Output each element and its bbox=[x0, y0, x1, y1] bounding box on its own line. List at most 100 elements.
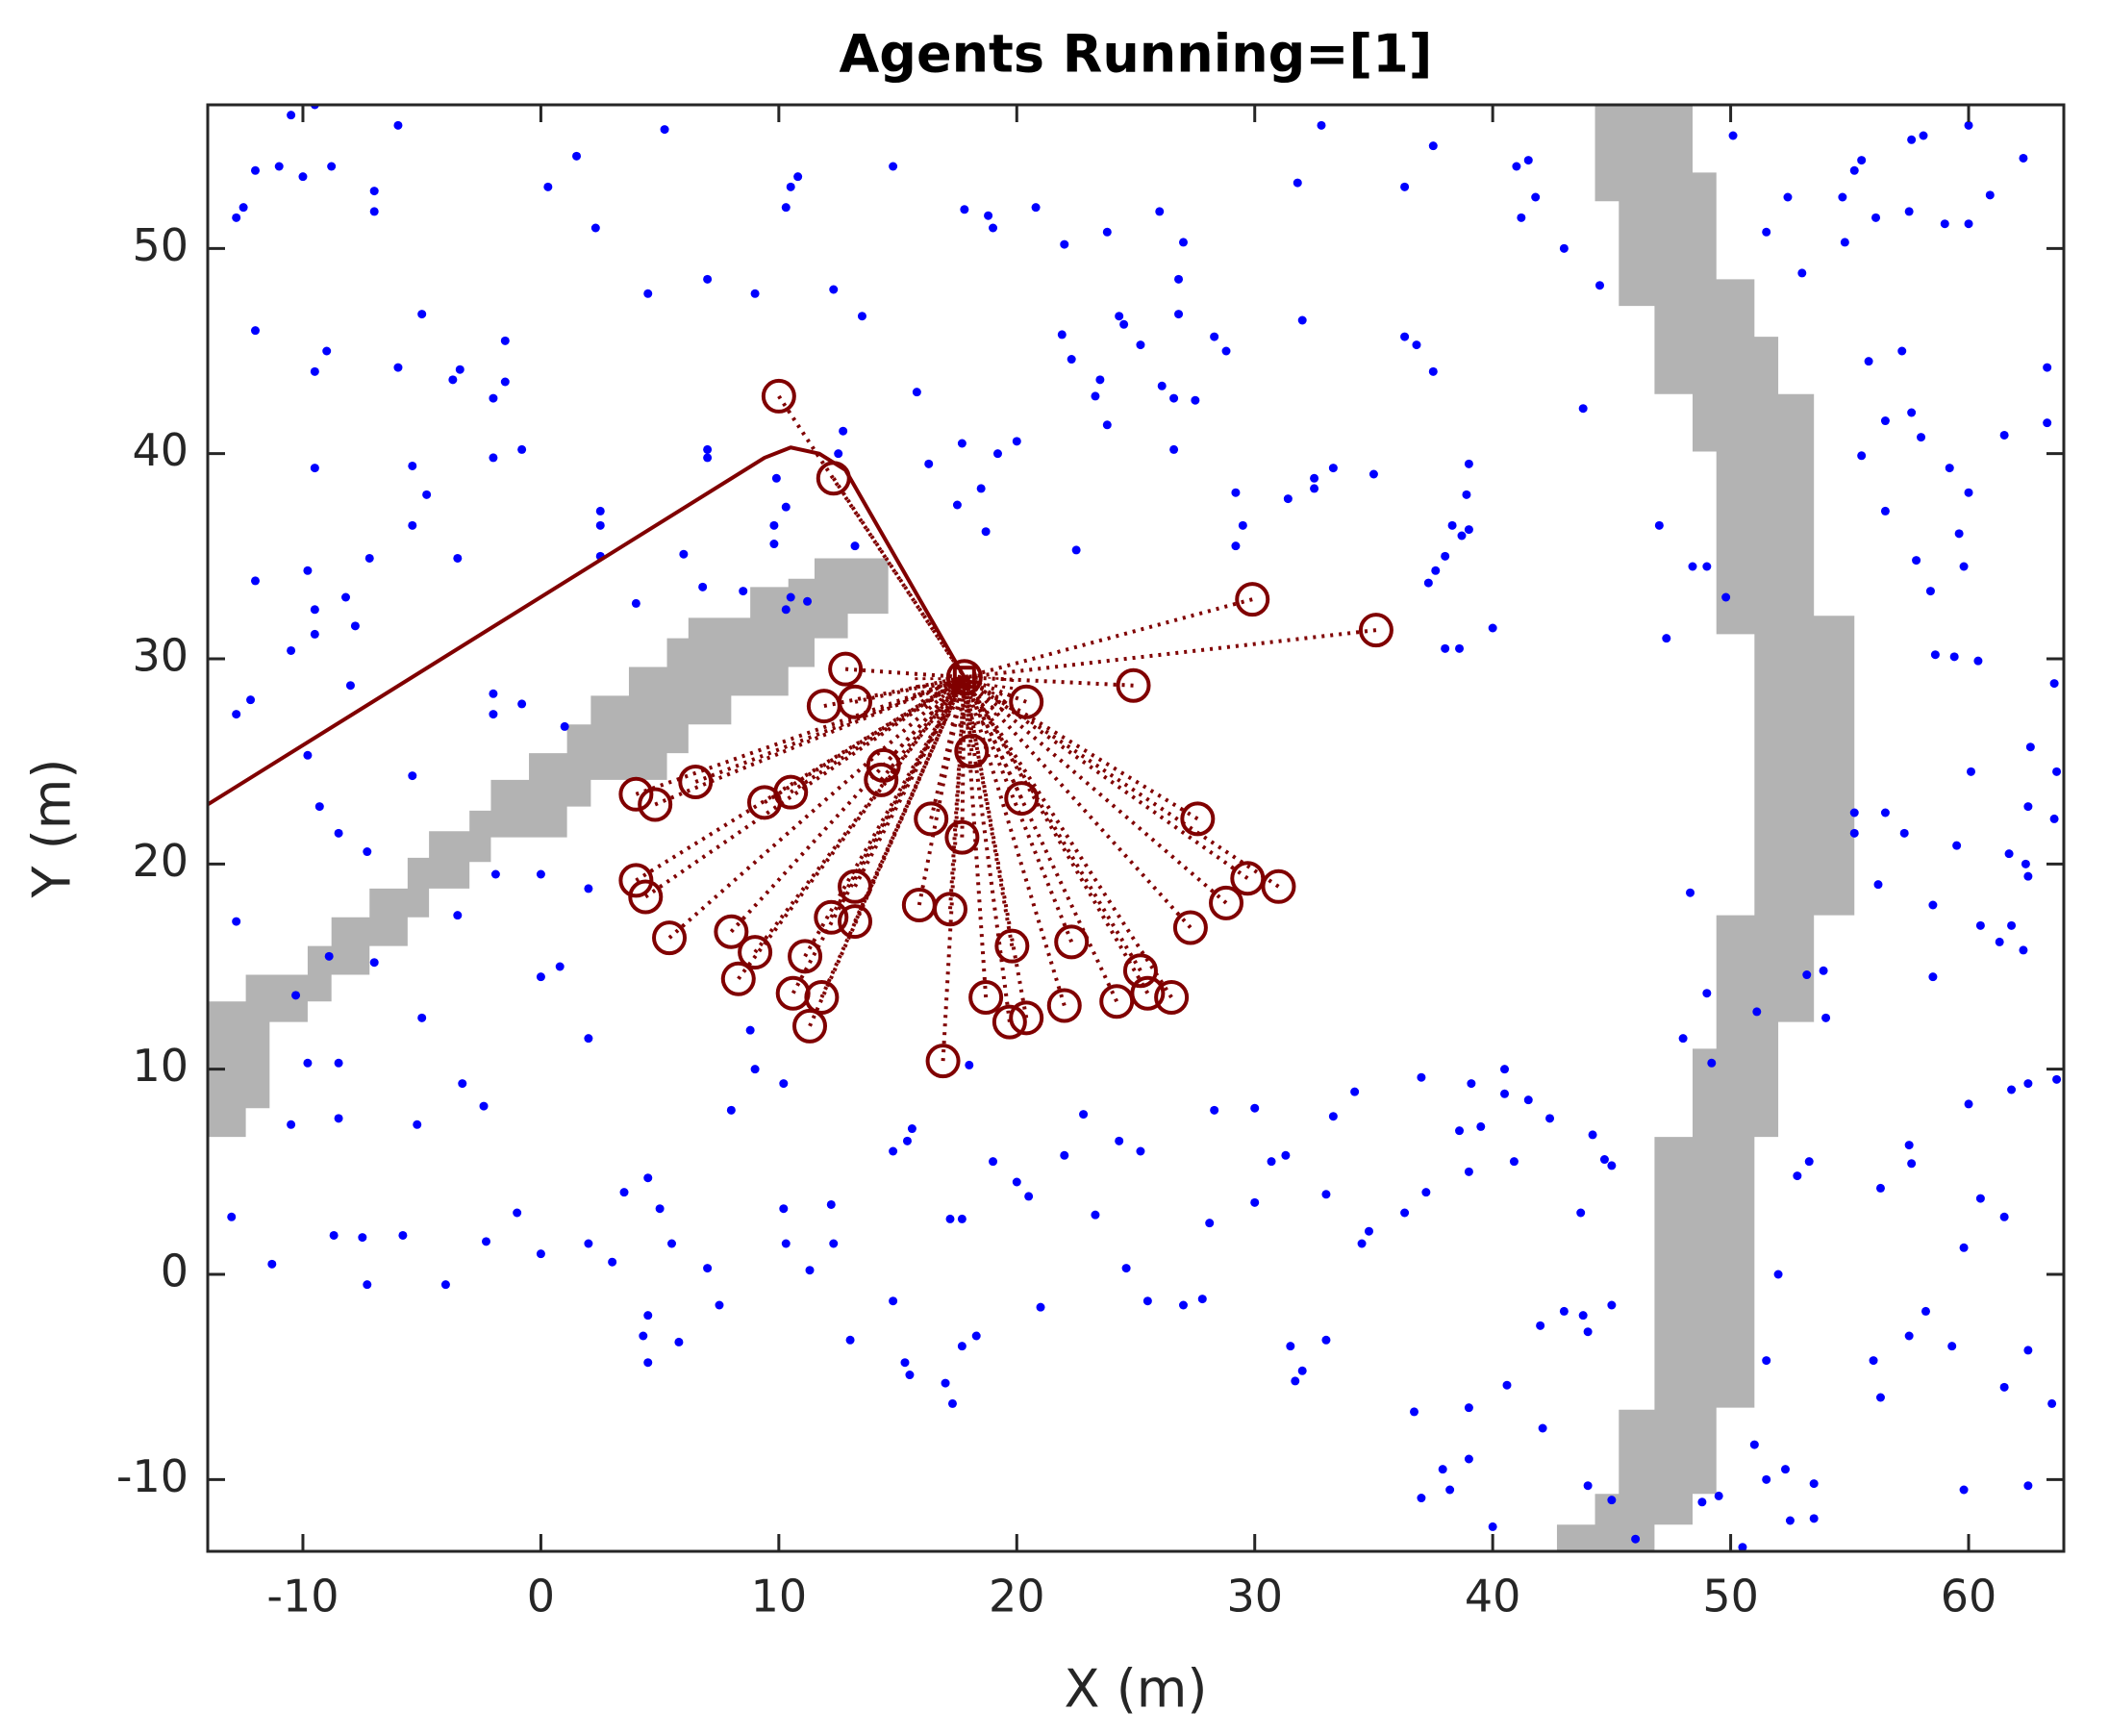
point bbox=[2023, 802, 2033, 812]
point bbox=[1904, 1141, 1914, 1150]
point bbox=[1512, 162, 1521, 171]
point bbox=[655, 1204, 665, 1214]
point bbox=[1964, 120, 1973, 130]
point bbox=[1849, 165, 1859, 175]
point bbox=[2023, 871, 2033, 881]
target bbox=[828, 651, 864, 687]
point bbox=[482, 1237, 490, 1246]
point bbox=[1959, 1243, 1969, 1252]
point bbox=[1607, 1496, 1617, 1505]
point bbox=[1119, 319, 1129, 329]
point bbox=[298, 172, 308, 182]
point bbox=[584, 1034, 593, 1044]
point bbox=[1012, 1177, 1021, 1187]
point bbox=[489, 710, 498, 719]
point bbox=[905, 1371, 915, 1380]
assignment-line bbox=[635, 675, 966, 796]
point bbox=[1654, 520, 1664, 530]
point bbox=[393, 120, 403, 130]
point bbox=[945, 1214, 955, 1223]
point bbox=[726, 1105, 736, 1115]
point bbox=[458, 1079, 467, 1089]
target bbox=[618, 863, 654, 898]
point bbox=[250, 576, 260, 586]
point bbox=[2023, 1346, 2033, 1355]
point bbox=[291, 991, 301, 1000]
point bbox=[417, 1013, 427, 1022]
agent-ring bbox=[945, 659, 983, 696]
point bbox=[1441, 551, 1450, 561]
point bbox=[857, 312, 866, 321]
target bbox=[638, 787, 673, 822]
point bbox=[1169, 444, 1179, 454]
target bbox=[806, 689, 841, 724]
point bbox=[398, 1230, 408, 1240]
point bbox=[2052, 767, 2062, 776]
point bbox=[1500, 1089, 1510, 1098]
point bbox=[1509, 1157, 1519, 1167]
assignment-line bbox=[803, 676, 967, 958]
target bbox=[628, 879, 664, 915]
assignment-line bbox=[964, 675, 1027, 704]
target bbox=[933, 892, 967, 927]
point bbox=[619, 1188, 629, 1197]
point bbox=[1538, 1423, 1547, 1433]
point bbox=[1250, 1197, 1260, 1207]
point bbox=[595, 520, 605, 530]
point bbox=[303, 750, 313, 760]
agent-path bbox=[208, 445, 967, 807]
point bbox=[1286, 1342, 1295, 1351]
point bbox=[1464, 1167, 1473, 1176]
point bbox=[1400, 332, 1410, 341]
point bbox=[1423, 578, 1433, 588]
point bbox=[1350, 1087, 1360, 1096]
point bbox=[1897, 346, 1907, 356]
target bbox=[1209, 885, 1244, 920]
point bbox=[1417, 1072, 1426, 1082]
point bbox=[1999, 1212, 2009, 1221]
point bbox=[2049, 814, 2059, 823]
point bbox=[1464, 1454, 1473, 1464]
point bbox=[1221, 346, 1231, 356]
point bbox=[1678, 1034, 1688, 1044]
point bbox=[1964, 219, 1973, 229]
target bbox=[1116, 667, 1151, 703]
target bbox=[994, 928, 1030, 964]
point bbox=[536, 1249, 545, 1259]
point bbox=[1964, 1099, 1973, 1109]
point bbox=[1364, 1226, 1373, 1236]
point bbox=[1599, 1155, 1609, 1165]
point bbox=[1949, 652, 1959, 662]
point bbox=[267, 1259, 277, 1269]
point bbox=[1762, 1356, 1771, 1366]
target bbox=[720, 961, 756, 996]
assignment-line bbox=[854, 675, 966, 704]
point bbox=[1457, 531, 1467, 541]
point bbox=[834, 449, 843, 459]
point bbox=[1686, 888, 1695, 897]
point bbox=[1531, 192, 1541, 202]
point bbox=[1102, 420, 1112, 430]
point bbox=[1205, 1219, 1215, 1228]
point bbox=[889, 1296, 898, 1306]
point bbox=[227, 1212, 237, 1221]
point bbox=[771, 473, 781, 483]
point bbox=[1985, 190, 1995, 200]
point bbox=[334, 1058, 343, 1068]
point bbox=[364, 553, 374, 563]
point bbox=[1930, 650, 1940, 660]
point bbox=[1871, 213, 1881, 222]
point bbox=[1455, 643, 1465, 653]
point bbox=[1476, 1121, 1486, 1131]
point bbox=[1873, 880, 1883, 890]
point bbox=[1583, 1327, 1593, 1337]
target bbox=[738, 935, 773, 970]
target bbox=[1261, 868, 1296, 904]
point bbox=[1136, 340, 1145, 350]
assignment-line bbox=[963, 675, 1199, 821]
point bbox=[1797, 268, 1807, 278]
point bbox=[971, 1331, 981, 1341]
point bbox=[2023, 1481, 2033, 1491]
point bbox=[781, 203, 791, 213]
